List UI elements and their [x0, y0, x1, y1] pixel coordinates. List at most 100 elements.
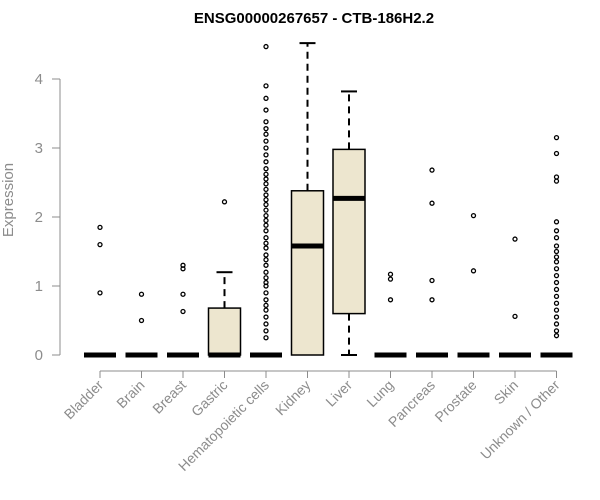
outlier-point [97, 290, 103, 296]
outlier-point [263, 95, 269, 101]
y-axis: 0 1 2 3 4 [35, 71, 61, 364]
box-kidney [290, 42, 325, 356]
outlier-point [553, 243, 560, 249]
outlier-point [221, 199, 228, 205]
outlier-point [387, 276, 394, 282]
outlier-point [553, 266, 560, 272]
outlier-point [553, 228, 560, 234]
outlier-point [180, 262, 186, 268]
outlier-point [263, 176, 269, 182]
y-tick-label: 2 [35, 209, 43, 226]
outlier-point [263, 328, 269, 334]
outlier-point [553, 293, 560, 300]
box-skin [499, 236, 531, 358]
outlier-point [263, 43, 269, 50]
box-iqr [290, 190, 325, 356]
outlier-point [263, 279, 269, 286]
outlier-point [263, 275, 269, 281]
x-tick-label: Kidney [272, 377, 314, 419]
outlier-point [553, 219, 560, 225]
outlier-point [263, 186, 269, 193]
outlier-point [553, 174, 560, 180]
outlier-point [387, 271, 394, 277]
y-tick-label: 3 [35, 140, 43, 157]
outlier-point [553, 248, 560, 255]
outlier-point [429, 200, 435, 206]
outlier-point [97, 224, 103, 231]
outlier-point [263, 212, 269, 219]
outlier-point [263, 201, 269, 208]
outlier-point [553, 178, 560, 184]
box-liver [332, 90, 366, 356]
outlier-point [138, 317, 145, 324]
outlier-point [263, 269, 269, 275]
outlier-point [263, 152, 269, 158]
outlier-point [263, 235, 269, 241]
y-tick-label: 4 [35, 71, 43, 88]
outlier-point [263, 297, 269, 303]
outlier-point [263, 181, 269, 187]
y-tick-label: 0 [35, 347, 43, 364]
outlier-point [180, 308, 186, 315]
x-tick-label: Bladder [61, 377, 107, 423]
y-tick-label: 1 [35, 278, 43, 295]
outlier-point [263, 217, 269, 224]
box-unknown-other [540, 134, 573, 358]
outlier-point [553, 134, 560, 141]
outlier-point [512, 236, 518, 242]
chart-title: ENSG00000267657 - CTB-186H2.2 [194, 10, 434, 27]
outlier-point [387, 297, 394, 303]
outlier-point [263, 228, 269, 234]
outlier-point [263, 240, 269, 246]
outlier-point [263, 192, 269, 198]
outlier-point [263, 107, 269, 113]
outlier-point [263, 222, 269, 228]
box-gastric [207, 199, 242, 358]
boxes-group [84, 42, 573, 358]
box-iqr [207, 307, 242, 356]
x-tick-label: Breast [149, 377, 189, 417]
outlier-point [263, 119, 269, 125]
outlier-point [553, 279, 560, 286]
outlier-point [429, 167, 435, 173]
outlier-point [263, 302, 269, 308]
outlier-point [263, 207, 269, 213]
box-bladder [84, 224, 116, 358]
outlier-point [553, 254, 560, 260]
outlier-point [263, 257, 269, 263]
outlier-point [263, 126, 269, 132]
outlier-point [553, 259, 560, 265]
outlier-point [553, 307, 560, 313]
outlier-point [553, 286, 560, 293]
outlier-point [553, 235, 560, 241]
outlier-point [553, 272, 560, 279]
outlier-point [263, 335, 269, 341]
outlier-point [429, 277, 435, 284]
outlier-point [180, 291, 186, 297]
x-tick-label: Unknown / Other [477, 377, 563, 463]
x-tick-label: Prostate [431, 377, 479, 425]
box-iqr [332, 148, 366, 315]
outlier-point [263, 166, 269, 172]
outlier-point [553, 314, 560, 320]
outlier-point [263, 159, 269, 165]
outlier-point [512, 313, 518, 320]
box-brain [125, 291, 158, 358]
outlier-point [263, 83, 269, 89]
box-lung [374, 271, 407, 358]
outlier-point [470, 268, 477, 274]
outlier-point [263, 290, 269, 296]
outlier-point [263, 314, 269, 320]
outlier-point [553, 328, 560, 334]
x-tick-label: Skin [491, 377, 522, 408]
outlier-point [553, 333, 560, 339]
outlier-point [263, 145, 269, 151]
outlier-point [263, 262, 269, 268]
x-tick-label: Brain [113, 377, 147, 411]
outlier-point [470, 212, 477, 219]
outlier-point [263, 131, 269, 137]
outlier-point [263, 171, 269, 177]
y-axis-label: Expression [0, 163, 17, 237]
